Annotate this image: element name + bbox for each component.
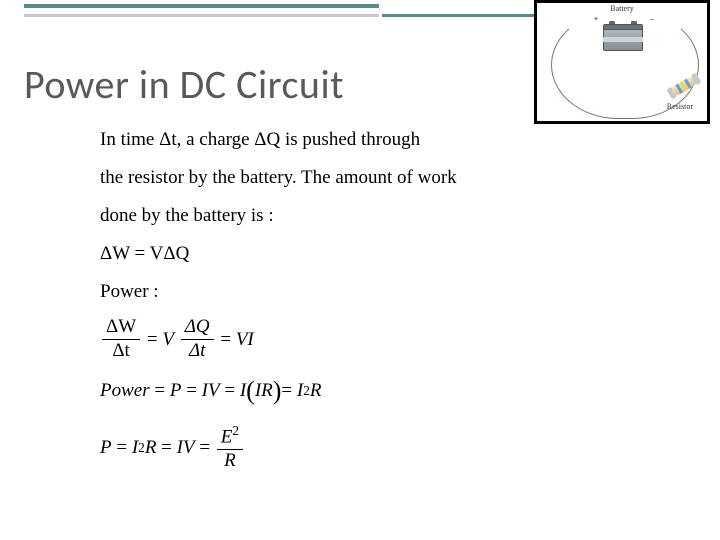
resistor-label: Resistor xyxy=(667,102,693,111)
sup-2b: 2 xyxy=(138,435,145,460)
accent-bar-upper xyxy=(24,4,379,8)
battery-icon xyxy=(601,21,645,51)
equation-power-iv-ir: Power = P = IV = I (IR) = I2R xyxy=(100,373,640,409)
equation-power-final: P = I2R = IV = E2 R xyxy=(100,423,640,473)
slide-title: Power in DC Circuit xyxy=(24,60,344,109)
equation-work: ΔW = VΔQ xyxy=(100,236,640,272)
sym-IR: IR xyxy=(255,373,273,409)
sym-P1: P xyxy=(170,373,182,409)
accent-bar-lower xyxy=(382,14,544,17)
circuit-figure: Battery + – Resistor xyxy=(534,0,710,124)
sym-R2: R xyxy=(145,430,157,466)
muted-bar xyxy=(24,14,379,17)
text-line-2: the resistor by the battery. The amount … xyxy=(100,160,640,196)
sym-P2: P xyxy=(100,430,112,466)
sym-IV2: IV xyxy=(177,430,195,466)
sym-E: E xyxy=(221,426,233,447)
equation-power-fraction: ΔW Δt = V ΔQ Δt = VI xyxy=(100,316,640,363)
frac-dw: ΔW xyxy=(102,316,140,340)
frac-dt1: Δt xyxy=(102,340,140,363)
sym-VI: VI xyxy=(236,322,254,358)
sym-IV1: IV xyxy=(202,373,220,409)
sup-2c: 2 xyxy=(232,423,239,438)
sym-R3: R xyxy=(217,450,243,473)
text-line-1: In time Δt, a charge ΔQ is pushed throug… xyxy=(100,122,640,158)
sym-R1: R xyxy=(310,373,322,409)
body-text: In time Δt, a charge ΔQ is pushed throug… xyxy=(100,122,640,473)
sup-2a: 2 xyxy=(303,378,310,403)
word-power: Power xyxy=(100,373,150,409)
text-line-3: done by the battery is : xyxy=(100,198,640,234)
frac-dt2: Δt xyxy=(181,340,214,363)
frac-dq: ΔQ xyxy=(181,316,214,340)
sym-V: V xyxy=(162,322,174,358)
power-label: Power : xyxy=(100,274,640,310)
